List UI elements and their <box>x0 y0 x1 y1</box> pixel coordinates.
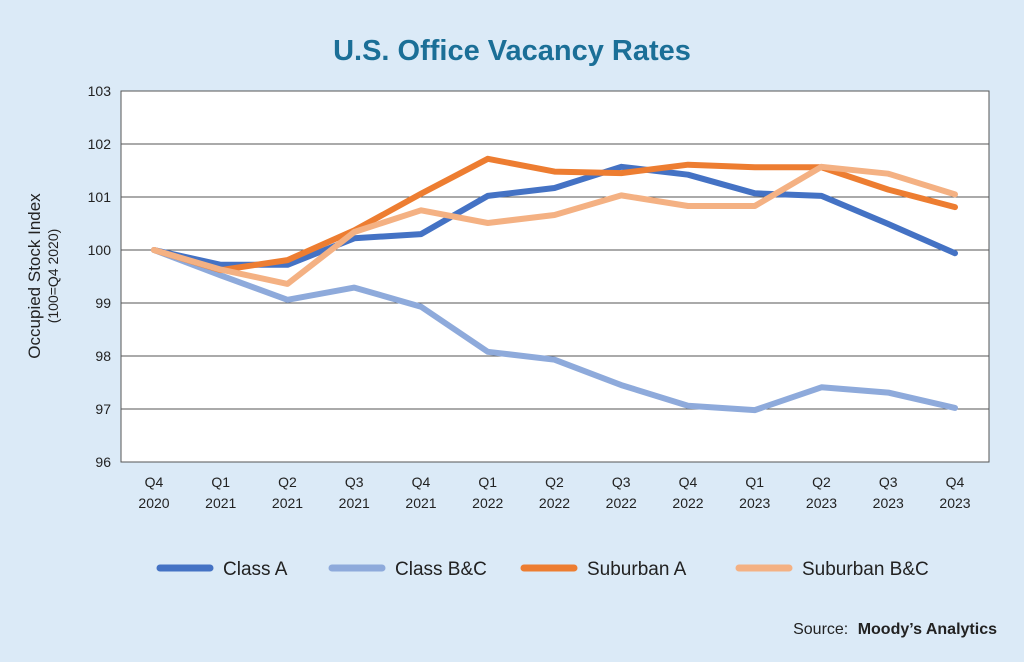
x-tick-label-year: 2022 <box>472 495 503 511</box>
x-tick-label-quarter: Q3 <box>879 474 898 490</box>
x-tick-label-quarter: Q1 <box>478 474 497 490</box>
series-lines <box>151 155 958 414</box>
x-tick-label-quarter: Q4 <box>946 474 965 490</box>
x-tick-label-year: 2021 <box>272 495 303 511</box>
legend-label-suburban-b-c: Suburban B&C <box>802 559 929 580</box>
x-tick-label-quarter: Q4 <box>412 474 431 490</box>
x-tick-label-quarter: Q3 <box>345 474 364 490</box>
source-note: Source: Moody’s Analytics <box>793 621 997 638</box>
y-axis-ticks: 96 97 98 99 100 101 102 103 <box>88 83 112 470</box>
x-axis-ticks: Q4 2020 Q1 2021 Q2 2021 Q3 2021 Q4 2021 Q1 2022 Q2 20… <box>138 474 970 511</box>
x-tick-label-year: 2021 <box>339 495 370 511</box>
x-tick-label-year: 2022 <box>539 495 570 511</box>
y-tick-label-100: 100 <box>88 242 112 258</box>
y-axis-sublabel: (100=Q4 2020) <box>45 229 61 324</box>
x-tick-label-quarter: Q2 <box>278 474 297 490</box>
x-tick-label-quarter: Q2 <box>545 474 564 490</box>
legend-label-class-a: Class A <box>223 559 288 580</box>
x-tick-label-year: 2023 <box>806 495 837 511</box>
y-tick-label-102: 102 <box>88 136 112 152</box>
y-tick-label-101: 101 <box>88 189 112 205</box>
y-tick-label-96: 96 <box>95 454 111 470</box>
x-tick-label-year: 2021 <box>405 495 436 511</box>
source-label: Source: <box>793 621 848 638</box>
y-axis-label-group: Occupied Stock Index (100=Q4 2020) <box>25 193 61 359</box>
legend: Class A Class B&C Suburban A Suburban B&C <box>156 559 929 580</box>
legend-label-suburban-a: Suburban A <box>587 559 687 580</box>
gridlines <box>121 143 989 410</box>
y-axis-label: Occupied Stock Index <box>25 193 44 359</box>
chart-title: U.S. Office Vacancy Rates <box>333 35 691 67</box>
x-tick-label-year: 2022 <box>606 495 637 511</box>
x-tick-label-year: 2022 <box>672 495 703 511</box>
y-tick-label-98: 98 <box>95 348 111 364</box>
x-tick-label-quarter: Q1 <box>211 474 230 490</box>
x-tick-label-quarter: Q3 <box>612 474 631 490</box>
x-tick-label-year: 2023 <box>939 495 970 511</box>
series-line-class-b-c <box>151 247 958 414</box>
x-tick-label-year: 2021 <box>205 495 236 511</box>
legend-label-class-b-c: Class B&C <box>395 559 487 580</box>
x-tick-label-quarter: Q4 <box>145 474 164 490</box>
x-tick-label-quarter: Q1 <box>745 474 764 490</box>
x-tick-label-year: 2020 <box>138 495 169 511</box>
source-name: Moody’s Analytics <box>858 621 997 638</box>
y-tick-label-97: 97 <box>95 401 111 417</box>
x-tick-label-year: 2023 <box>739 495 770 511</box>
y-tick-label-103: 103 <box>88 83 112 99</box>
x-tick-label-year: 2023 <box>873 495 904 511</box>
x-tick-label-quarter: Q2 <box>812 474 831 490</box>
y-tick-label-99: 99 <box>95 295 111 311</box>
series-line-suburban-b-c <box>151 163 958 287</box>
x-tick-label-quarter: Q4 <box>679 474 698 490</box>
series-line-class-a <box>151 163 958 268</box>
